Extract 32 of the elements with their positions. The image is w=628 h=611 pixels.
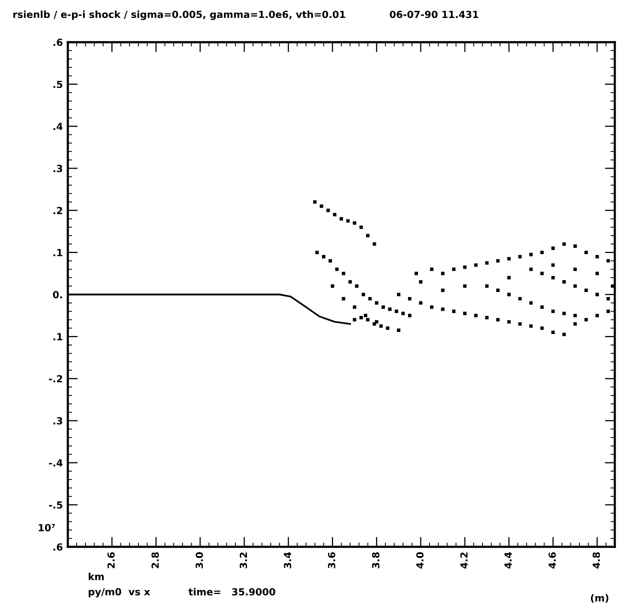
text: (m) <box>590 594 608 603</box>
y-tick-label: .5 <box>53 80 62 88</box>
y-tick-label: .6 <box>53 38 62 46</box>
y-tick-label: .3 <box>53 164 62 172</box>
chart-title: rsienlb / e-p-i shock / sigma=0.005, gamma=1.0e6, vth=0.01 <box>13 10 346 20</box>
y-tick-label: 0. <box>52 290 62 298</box>
y-tick-label: .6 <box>53 543 62 551</box>
text: km <box>88 572 104 580</box>
y-tick-label: .1 <box>53 249 62 256</box>
x-tick-label: 3.6 <box>328 552 336 568</box>
x-tick-label: 4.2 <box>460 552 468 568</box>
x-tick-label: 2.6 <box>107 552 115 568</box>
x-tick-label: 4.8 <box>592 552 600 568</box>
x-tick-label: 3.4 <box>284 552 292 568</box>
x-tick-label: 3.8 <box>372 552 380 568</box>
y-tick-label: .3 <box>53 417 62 425</box>
x-tick-label: 3.2 <box>240 552 248 568</box>
y-tick-label: -.2 <box>49 375 62 382</box>
y-tick-label: .1 <box>53 333 62 340</box>
text: 10⁷ <box>38 524 55 532</box>
x-tick-label: 4.6 <box>548 552 556 568</box>
x-tick-label: 4.4 <box>504 552 512 568</box>
y-tick-label: .4 <box>53 122 63 130</box>
y-tick-label: -.4 <box>49 459 63 466</box>
text: 06-07-90 11.431 <box>390 10 478 18</box>
x-tick-label: 3.0 <box>196 552 203 568</box>
y-tick-label: .2 <box>53 206 62 214</box>
text: py/m0 vs x <box>88 588 150 598</box>
x-tick-label: 4.0 <box>416 552 424 568</box>
text: time= 35.9000 <box>188 588 276 596</box>
y-tick-label: -.5 <box>49 501 62 509</box>
x-tick-label: 2.8 <box>152 552 159 568</box>
